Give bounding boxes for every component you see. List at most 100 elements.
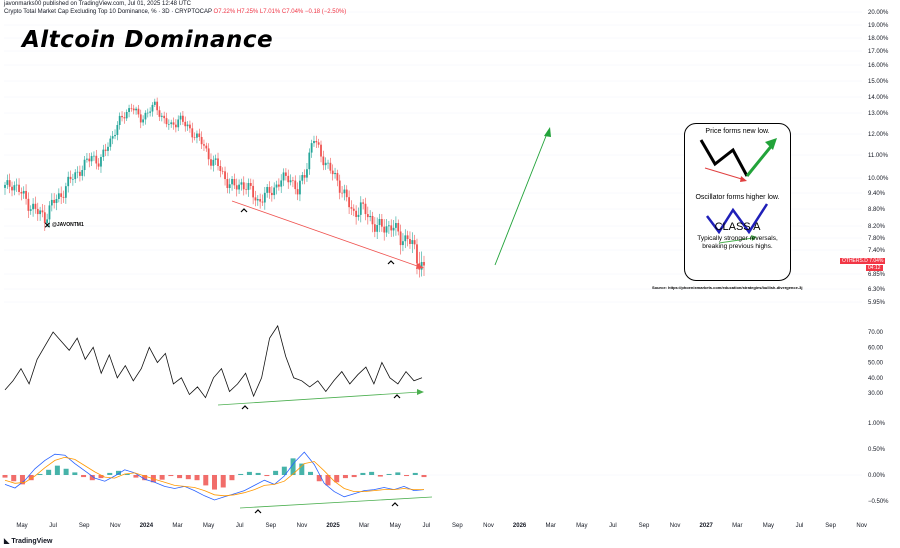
candle-body [303, 175, 306, 178]
candle-body [308, 152, 311, 170]
macd-pane [2, 451, 427, 501]
candle-body [383, 226, 386, 233]
candle-body [380, 219, 383, 227]
caret-marker-icon [241, 405, 249, 410]
price-tick-label: 12.00% [868, 132, 889, 138]
candle-body [139, 114, 142, 123]
candle-body [18, 184, 20, 192]
macd-histogram-bar [89, 475, 95, 481]
tradingview-label: TradingView [11, 538, 53, 545]
caret-marker-icon [240, 208, 248, 213]
macd-histogram-bar [37, 473, 43, 475]
candle-body [385, 226, 388, 233]
macd-histogram-bar [299, 463, 305, 475]
candle-body [397, 223, 400, 232]
candle-body [217, 158, 219, 167]
candle-body [104, 149, 107, 151]
candle-body [76, 171, 79, 173]
candle-body [125, 111, 128, 119]
candle-body [399, 231, 402, 246]
candle-body [275, 184, 278, 188]
x-tick-label: Nov [483, 523, 494, 529]
oscillator-tick-label: 70.00 [868, 330, 884, 336]
candle-body [392, 227, 395, 231]
candle-body [224, 171, 226, 180]
candle-body [273, 187, 276, 196]
candle-body [102, 149, 105, 158]
symbol-name: Crypto Total Market Cap Excluding Top 10… [4, 9, 212, 15]
macd-histogram-bar [28, 475, 34, 481]
x-tick-label: 2024 [140, 523, 154, 529]
candle-body [256, 199, 259, 201]
countdown-badge: 04:12 [866, 265, 883, 271]
candle-body [268, 187, 271, 193]
macd-histogram-bar [264, 475, 270, 477]
candle-body [62, 196, 65, 198]
x-tick-label: Nov [856, 523, 867, 529]
x-tick-label: Mar [359, 523, 369, 529]
x-tick-label: May [763, 523, 774, 529]
candle-body [322, 156, 325, 166]
macd-histogram-bar [98, 475, 104, 479]
candle-body [355, 210, 358, 217]
candle-body [261, 201, 264, 203]
x-tick-label: May [16, 523, 27, 529]
candle-body [233, 179, 236, 186]
candle-body [11, 186, 13, 191]
candle-body [259, 199, 262, 202]
macd-histogram-bar [72, 472, 78, 475]
x-tick-label: Jul [796, 523, 804, 529]
candle-body [4, 184, 6, 188]
macd-histogram-bar [63, 468, 69, 475]
macd-histogram-bar [19, 475, 25, 485]
ohlc-values: O7.22% H7.25% L7.01% C7.04% −0.18 (−2.50… [213, 9, 347, 15]
macd-histogram-bar [377, 475, 383, 477]
candle-body [156, 101, 159, 111]
candle-body [299, 180, 301, 195]
x-tick-label: Nov [110, 523, 121, 529]
candle-body [294, 180, 297, 190]
price-divergence-line [231, 200, 421, 268]
macd-histogram-bar [220, 475, 226, 488]
candle-body [39, 210, 42, 215]
card-oscillator-text: Oscillator forms higher low. [695, 194, 780, 201]
source-citation: Source: https://phoenixmarkets.com/educa… [652, 285, 803, 290]
candle-body [53, 199, 56, 203]
macd-histogram-bar [360, 472, 366, 475]
candle-body [231, 179, 233, 185]
candle-body [387, 225, 390, 227]
candle-body [406, 235, 409, 239]
price-recovery-arrow [745, 143, 775, 177]
candle-body [22, 190, 25, 194]
candle-body [226, 179, 229, 189]
candle-body [413, 240, 416, 245]
candle-body [249, 183, 252, 186]
symbol-info: Crypto Total Market Cap Excluding Top 10… [4, 9, 346, 15]
price-tick-label: 15.00% [868, 79, 889, 85]
candle-body [172, 122, 175, 125]
tradingview-icon: ◣ [4, 538, 12, 545]
candle-body [79, 171, 81, 176]
candle-body [207, 148, 210, 160]
candle-body [373, 224, 376, 232]
candle-body [100, 157, 102, 167]
card-class-label: CLASS A [714, 221, 761, 233]
candle-body [74, 172, 77, 180]
candle-body [8, 180, 11, 187]
candle-body [32, 203, 34, 210]
price-divergence-arrowhead [416, 263, 424, 269]
divergence-card: Price forms new low. Oscillator forms hi… [684, 123, 791, 281]
oscillator-tick-label: 30.00 [868, 391, 884, 397]
candle-body [132, 108, 135, 111]
candle-body [25, 190, 27, 199]
candle-body [238, 184, 240, 190]
candle-body [423, 262, 425, 266]
candle-body [331, 170, 334, 175]
macd-histogram-bar [281, 466, 287, 475]
macd-histogram-bar [81, 475, 87, 478]
candle-body [95, 155, 98, 164]
candle-body [20, 191, 23, 194]
x-tick-label: May [390, 523, 401, 529]
candle-body [93, 155, 95, 157]
candle-body [158, 110, 161, 117]
